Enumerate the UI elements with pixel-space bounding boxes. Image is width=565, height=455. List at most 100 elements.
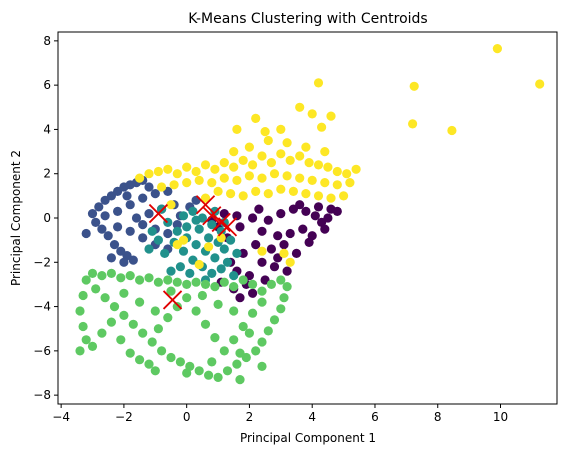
data-point — [235, 348, 245, 358]
data-point — [78, 321, 88, 332]
data-point — [213, 299, 223, 309]
data-point — [150, 189, 160, 199]
data-point — [282, 282, 292, 292]
data-point — [78, 290, 88, 301]
data-point — [182, 222, 192, 232]
data-point — [313, 160, 324, 170]
data-point — [269, 262, 280, 272]
data-point — [119, 288, 129, 298]
data-point — [210, 333, 220, 343]
data-point — [182, 368, 192, 378]
data-point — [157, 182, 167, 192]
data-point — [150, 306, 160, 316]
data-point — [125, 200, 135, 210]
x-axis-ticks: −4 −2 0 2 4 6 8 10 — [52, 404, 508, 424]
centroid-marker — [211, 212, 231, 233]
data-point — [75, 346, 85, 356]
data-point — [238, 321, 248, 332]
data-point — [204, 233, 214, 243]
x-tick-label: 2 — [246, 410, 254, 424]
data-point — [106, 268, 116, 278]
data-point — [257, 173, 267, 183]
data-point — [157, 204, 167, 214]
data-point — [166, 286, 176, 296]
data-point — [91, 217, 101, 227]
y-tick-label: 4 — [43, 122, 51, 136]
data-point — [191, 195, 201, 205]
data-point — [295, 200, 305, 210]
data-point — [235, 375, 245, 385]
data-point — [125, 348, 135, 358]
data-point — [229, 162, 239, 172]
data-point — [178, 246, 189, 256]
data-point — [150, 366, 160, 376]
data-point — [153, 235, 163, 245]
data-point — [166, 266, 176, 276]
data-point — [269, 169, 280, 179]
data-point — [116, 335, 126, 345]
data-point — [266, 244, 276, 254]
data-point — [103, 231, 113, 241]
data-point — [135, 297, 145, 307]
data-point — [210, 282, 220, 292]
data-point — [320, 178, 330, 188]
x-tick-label: 0 — [183, 410, 191, 424]
data-point — [279, 248, 289, 258]
data-point — [135, 355, 145, 365]
data-point — [260, 127, 270, 137]
data-point — [263, 215, 273, 225]
data-point — [222, 257, 233, 267]
data-point — [169, 180, 179, 190]
data-point — [276, 149, 286, 159]
x-tick-label: 6 — [371, 410, 379, 424]
data-point — [172, 220, 182, 230]
data-point — [113, 206, 123, 216]
data-point — [138, 328, 148, 338]
data-point — [191, 306, 201, 316]
data-point — [144, 244, 154, 254]
data-point — [248, 288, 258, 298]
data-point — [263, 326, 273, 336]
data-point — [100, 293, 110, 303]
data-point — [178, 235, 189, 245]
data-point — [248, 279, 258, 289]
data-point — [282, 138, 292, 148]
data-point — [106, 317, 116, 327]
data-point — [229, 282, 239, 292]
data-point — [276, 275, 286, 285]
data-point — [200, 193, 211, 203]
data-point — [307, 109, 317, 119]
data-point — [81, 228, 91, 239]
data-point — [342, 169, 352, 179]
data-point — [144, 209, 154, 219]
x-tick-label: −2 — [115, 410, 133, 424]
data-point — [144, 359, 154, 369]
data-point — [172, 226, 182, 236]
data-point — [447, 125, 457, 136]
data-point — [492, 44, 502, 54]
x-tick-label: −4 — [52, 410, 70, 424]
data-point — [285, 228, 295, 239]
data-point — [138, 220, 148, 230]
data-point — [276, 184, 286, 194]
x-tick-label: 8 — [434, 410, 442, 424]
data-point — [323, 213, 333, 223]
data-point — [109, 240, 120, 250]
data-point — [135, 173, 145, 183]
data-point — [128, 255, 138, 265]
data-point — [87, 268, 98, 278]
data-point — [332, 206, 342, 216]
data-point — [182, 178, 192, 188]
data-point — [251, 240, 261, 250]
y-tick-label: −4 — [33, 300, 51, 314]
data-point — [301, 206, 311, 216]
data-point — [116, 273, 126, 283]
data-point — [298, 224, 308, 234]
data-point — [119, 310, 129, 320]
data-point — [229, 335, 239, 345]
data-point — [163, 313, 173, 323]
data-point — [266, 279, 276, 289]
data-point — [160, 248, 170, 258]
data-point — [257, 337, 267, 347]
